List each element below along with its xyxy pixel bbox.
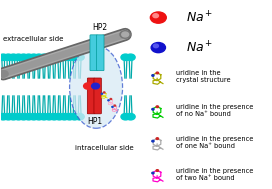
Text: uridine in the
crystal structure: uridine in the crystal structure	[175, 70, 230, 83]
Circle shape	[75, 54, 84, 60]
Circle shape	[14, 54, 23, 60]
Circle shape	[19, 114, 28, 120]
Circle shape	[150, 12, 166, 23]
Circle shape	[39, 114, 48, 120]
Text: uridine in the presence
of one Na⁺ bound: uridine in the presence of one Na⁺ bound	[175, 136, 253, 149]
Circle shape	[101, 93, 103, 94]
Circle shape	[45, 114, 54, 120]
Circle shape	[156, 106, 159, 108]
Circle shape	[152, 172, 154, 174]
Circle shape	[24, 114, 33, 120]
Circle shape	[50, 54, 59, 60]
Circle shape	[112, 106, 113, 107]
Circle shape	[29, 114, 38, 120]
Circle shape	[126, 54, 135, 60]
Circle shape	[14, 114, 23, 120]
Circle shape	[4, 114, 13, 120]
Ellipse shape	[70, 46, 123, 128]
FancyBboxPatch shape	[94, 78, 101, 114]
Circle shape	[70, 114, 79, 120]
Circle shape	[39, 54, 48, 60]
Circle shape	[121, 114, 130, 120]
Circle shape	[70, 54, 79, 60]
Circle shape	[156, 72, 159, 74]
FancyBboxPatch shape	[87, 78, 95, 114]
Circle shape	[152, 75, 154, 76]
Circle shape	[151, 43, 165, 53]
Circle shape	[4, 54, 13, 60]
Circle shape	[45, 54, 54, 60]
Circle shape	[55, 54, 64, 60]
Circle shape	[60, 54, 69, 60]
Circle shape	[34, 114, 44, 120]
Circle shape	[9, 54, 18, 60]
Circle shape	[0, 54, 8, 60]
Circle shape	[110, 98, 112, 100]
Circle shape	[153, 44, 158, 48]
Circle shape	[152, 140, 154, 142]
Text: extracellular side: extracellular side	[3, 36, 64, 42]
Circle shape	[156, 138, 159, 139]
FancyBboxPatch shape	[97, 35, 104, 71]
Circle shape	[50, 114, 59, 120]
Circle shape	[92, 83, 100, 89]
Circle shape	[60, 114, 69, 120]
Circle shape	[55, 114, 64, 120]
Circle shape	[153, 14, 159, 18]
Circle shape	[156, 170, 159, 171]
Circle shape	[24, 54, 33, 60]
Circle shape	[84, 83, 93, 89]
Circle shape	[65, 54, 74, 60]
Text: Na$^+$: Na$^+$	[186, 10, 213, 25]
FancyBboxPatch shape	[90, 35, 97, 71]
Circle shape	[75, 114, 84, 120]
Circle shape	[126, 114, 135, 120]
Circle shape	[0, 114, 8, 120]
Circle shape	[19, 54, 28, 60]
Circle shape	[121, 54, 130, 60]
Circle shape	[103, 92, 105, 93]
Circle shape	[152, 108, 154, 110]
Circle shape	[9, 114, 18, 120]
Circle shape	[122, 32, 129, 37]
Circle shape	[114, 105, 116, 106]
Text: intracellular side: intracellular side	[75, 145, 134, 151]
Circle shape	[65, 114, 74, 120]
Text: uridine in the presence
of two Na⁺ bound: uridine in the presence of two Na⁺ bound	[175, 168, 253, 181]
Circle shape	[34, 54, 44, 60]
Text: uridine in the presence
of no Na⁺ bound: uridine in the presence of no Na⁺ bound	[175, 104, 253, 117]
Text: Na$^+$: Na$^+$	[186, 40, 213, 55]
Circle shape	[29, 54, 38, 60]
Circle shape	[0, 70, 8, 77]
Circle shape	[108, 100, 109, 101]
Text: HP2: HP2	[92, 23, 107, 32]
Text: HP1: HP1	[87, 117, 102, 126]
Circle shape	[120, 31, 131, 38]
